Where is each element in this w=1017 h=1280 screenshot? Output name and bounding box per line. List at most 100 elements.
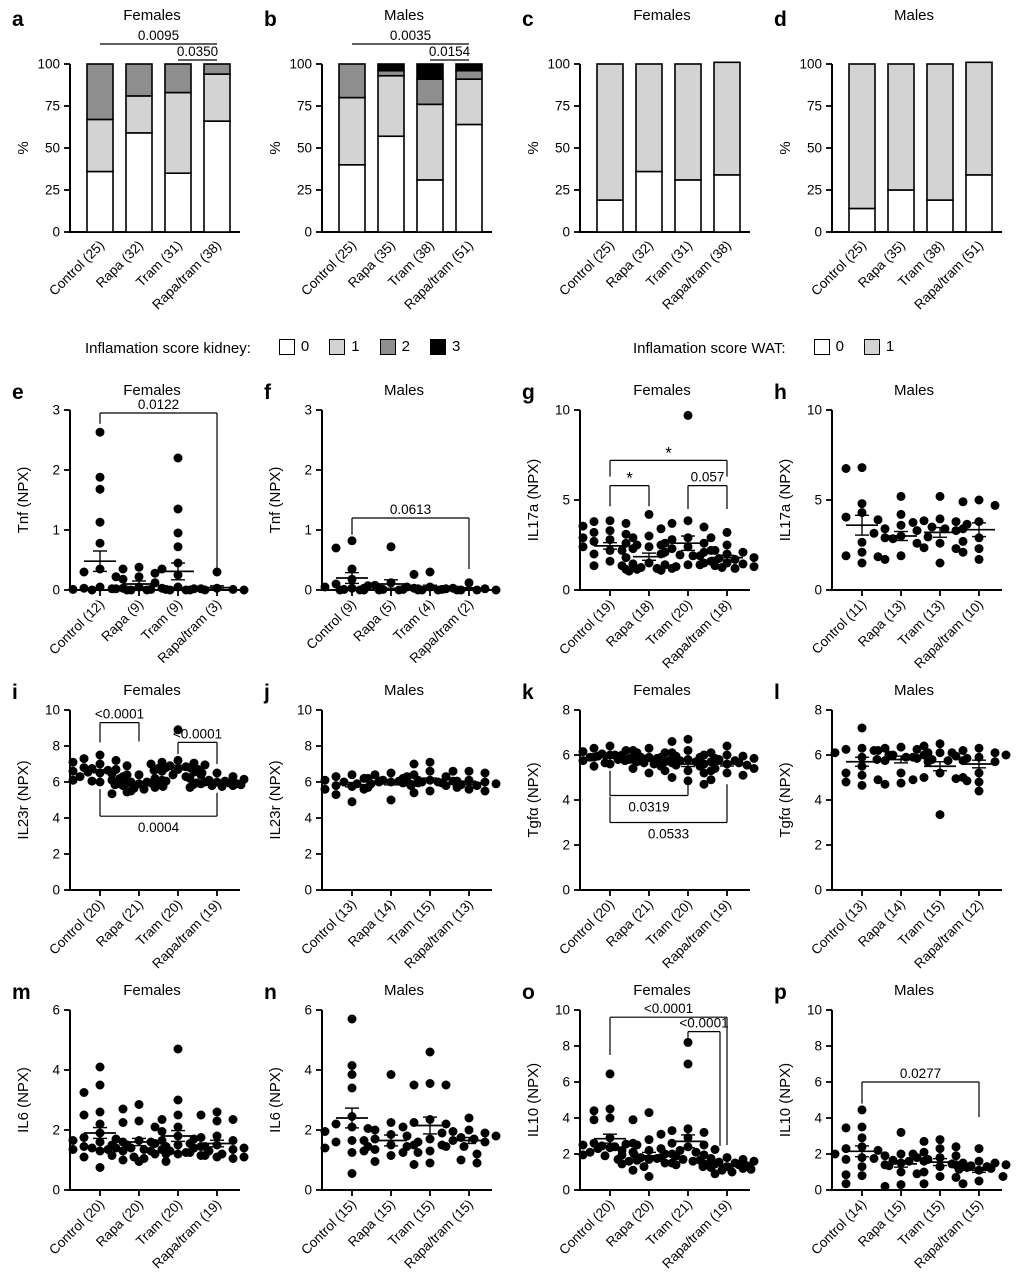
panel-e-chart: e Females 0 1 2 3 Tnf (NPX) 0.0122 Control (12)R… bbox=[12, 381, 249, 666]
svg-text:Females: Females bbox=[633, 382, 691, 399]
svg-text:0.0613: 0.0613 bbox=[390, 502, 431, 517]
svg-text:0.0319: 0.0319 bbox=[628, 800, 669, 815]
svg-text:4: 4 bbox=[304, 811, 312, 826]
panel-m: m Females 0 2 4 6 IL6 (NPX) Control (20) Rapa (2… bbox=[0, 975, 255, 1280]
svg-text:Rapa/tram (19): Rapa/tram (19) bbox=[659, 1197, 734, 1272]
svg-text:a: a bbox=[12, 8, 24, 31]
panel-o-chart: o Females 0 2 4 6 8 10 IL10 (NPX) <0.0001<0.0001 C… bbox=[522, 981, 759, 1272]
panel-k-chart: k Females 0 2 4 6 8 Tgfα (NPX) 0.0319 0.0533 Contr… bbox=[522, 681, 759, 972]
svg-text:Males: Males bbox=[894, 7, 934, 24]
svg-text:0.0533: 0.0533 bbox=[648, 827, 689, 842]
svg-text:Females: Females bbox=[123, 7, 181, 24]
svg-text:<0.0001: <0.0001 bbox=[95, 707, 144, 722]
svg-text:k: k bbox=[522, 681, 534, 704]
svg-text:Control (14): Control (14) bbox=[808, 1197, 869, 1258]
svg-text:Rapa/tram (18): Rapa/tram (18) bbox=[659, 597, 734, 672]
legend-item: 1 bbox=[863, 338, 895, 355]
legend-label: 3 bbox=[451, 338, 461, 355]
svg-text:8: 8 bbox=[562, 703, 570, 718]
panel-d: d Males 0 25 50 75 100% Control (25) Rapa (35) Tr… bbox=[762, 0, 1014, 377]
svg-text:Rapa/tram (19): Rapa/tram (19) bbox=[149, 1197, 224, 1272]
svg-text:0: 0 bbox=[814, 583, 822, 598]
svg-text:0: 0 bbox=[52, 225, 60, 240]
svg-text:Females: Females bbox=[123, 682, 181, 699]
svg-text:Control (20): Control (20) bbox=[556, 1197, 617, 1258]
svg-text:5: 5 bbox=[562, 493, 570, 508]
svg-text:Tgfα (NPX): Tgfα (NPX) bbox=[525, 762, 542, 837]
svg-text:10: 10 bbox=[807, 1003, 822, 1018]
svg-text:IL10 (NPX): IL10 (NPX) bbox=[525, 1063, 542, 1137]
svg-text:Females: Females bbox=[633, 982, 691, 999]
panel-g: g Females 0 5 10 IL17a (NPX) * * 0.057 Control (1… bbox=[510, 375, 765, 680]
svg-text:1: 1 bbox=[304, 523, 312, 538]
svg-text:6: 6 bbox=[814, 1075, 822, 1090]
svg-text:3: 3 bbox=[304, 403, 312, 418]
panel-p: p Males 0 2 4 6 8 10 IL10 (NPX) 0.0277 Control (14… bbox=[762, 975, 1017, 1280]
legend-label: 1 bbox=[885, 338, 895, 355]
svg-text:Tnf (NPX): Tnf (NPX) bbox=[15, 467, 32, 534]
svg-text:0: 0 bbox=[52, 883, 60, 898]
svg-text:8: 8 bbox=[52, 739, 60, 754]
svg-text:75: 75 bbox=[555, 99, 570, 114]
legend-label: 2 bbox=[401, 338, 410, 355]
svg-text:Rapa/tram (10): Rapa/tram (10) bbox=[911, 597, 986, 672]
svg-text:2: 2 bbox=[814, 838, 822, 853]
svg-text:Control (20): Control (20) bbox=[46, 1197, 107, 1258]
svg-text:100: 100 bbox=[37, 57, 60, 72]
svg-text:Rapa/tram (51): Rapa/tram (51) bbox=[401, 238, 476, 313]
svg-text:6: 6 bbox=[562, 748, 570, 763]
panel-n: n Males 0 2 4 6 IL6 (NPX) Control (15) Rapa (15)… bbox=[252, 975, 507, 1280]
legend-swatch bbox=[278, 338, 295, 355]
svg-text:l: l bbox=[774, 681, 780, 704]
svg-text:10: 10 bbox=[555, 403, 570, 418]
svg-text:j: j bbox=[263, 681, 270, 704]
legend-swatch bbox=[329, 338, 346, 355]
svg-text:25: 25 bbox=[807, 183, 822, 198]
svg-text:o: o bbox=[522, 981, 535, 1004]
svg-text:Rapa/tram (38): Rapa/tram (38) bbox=[659, 238, 734, 313]
svg-text:Males: Males bbox=[894, 382, 934, 399]
svg-text:Males: Males bbox=[384, 982, 424, 999]
svg-text:Control (25): Control (25) bbox=[808, 238, 869, 299]
svg-text:Rapa/tram (19): Rapa/tram (19) bbox=[659, 897, 734, 972]
svg-text:0.0154: 0.0154 bbox=[429, 44, 471, 59]
svg-text:2: 2 bbox=[52, 463, 60, 478]
svg-text:0.0095: 0.0095 bbox=[138, 28, 179, 43]
svg-text:Rapa/tram (13): Rapa/tram (13) bbox=[401, 897, 476, 972]
svg-text:0.0004: 0.0004 bbox=[138, 820, 180, 835]
svg-text:d: d bbox=[774, 8, 787, 31]
svg-text:%: % bbox=[15, 141, 32, 154]
svg-text:0: 0 bbox=[562, 1183, 570, 1198]
legend-swatch bbox=[429, 338, 446, 355]
svg-text:p: p bbox=[774, 981, 787, 1004]
panel-f: f Males 0 1 2 3 Tnf (NPX) 0.0613 Control (9) Rapa… bbox=[252, 375, 507, 680]
legend-item: 1 bbox=[329, 338, 360, 355]
svg-text:2: 2 bbox=[304, 463, 312, 478]
svg-text:100: 100 bbox=[289, 57, 312, 72]
svg-text:2: 2 bbox=[562, 1147, 570, 1162]
legend-label: 0 bbox=[300, 338, 310, 355]
svg-text:<0.0001: <0.0001 bbox=[679, 1016, 728, 1031]
svg-text:g: g bbox=[522, 381, 535, 404]
svg-text:Control (15): Control (15) bbox=[298, 1197, 359, 1258]
svg-text:50: 50 bbox=[807, 141, 822, 156]
svg-text:Rapa/tram (15): Rapa/tram (15) bbox=[911, 1197, 986, 1272]
legend-item: 0 bbox=[278, 338, 310, 355]
svg-text:75: 75 bbox=[297, 99, 312, 114]
svg-text:Males: Males bbox=[894, 982, 934, 999]
svg-text:6: 6 bbox=[52, 775, 60, 790]
svg-text:0: 0 bbox=[304, 583, 312, 598]
svg-text:100: 100 bbox=[799, 57, 822, 72]
legend-kidney-title: Inflamation score kidney: bbox=[85, 339, 251, 357]
svg-text:Rapa/tram (19): Rapa/tram (19) bbox=[149, 897, 224, 972]
svg-text:IL6 (NPX): IL6 (NPX) bbox=[267, 1067, 284, 1133]
svg-text:6: 6 bbox=[562, 1075, 570, 1090]
svg-text:Control (12): Control (12) bbox=[46, 597, 107, 658]
svg-text:Control (13): Control (13) bbox=[298, 897, 359, 958]
svg-text:Females: Females bbox=[633, 682, 691, 699]
